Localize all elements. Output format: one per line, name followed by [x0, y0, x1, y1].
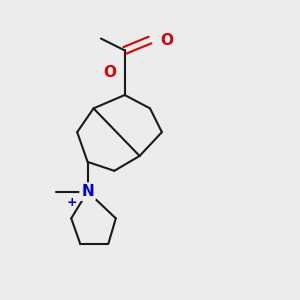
Text: O: O [103, 65, 116, 80]
Text: +: + [67, 196, 77, 208]
Text: O: O [160, 32, 173, 47]
Text: N: N [81, 184, 94, 199]
